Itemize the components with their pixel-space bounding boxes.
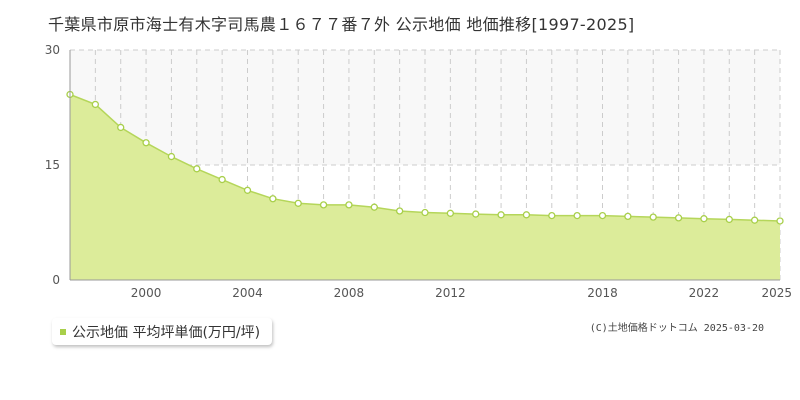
x-tick-2022: 2022 [689,286,720,300]
data-point-2019 [624,212,632,221]
chart-title: 千葉県市原市海士有木字司馬農１６７７番７外 公示地価 地価推移[1997-202… [48,15,635,34]
data-point-2022 [700,215,708,223]
data-point-2006 [294,199,302,207]
data-point-2003 [218,175,226,184]
x-tick-2018: 2018 [587,286,618,300]
data-point-2013 [472,210,480,218]
x-tick-2012: 2012 [435,286,466,300]
data-point-2009 [370,203,378,211]
legend-label: 公示地価 平均坪単価(万円/坪) [72,324,261,341]
data-point-1998 [91,100,100,109]
data-point-2004 [243,186,252,194]
data-point-2018 [598,211,607,220]
data-point-2007 [319,201,328,209]
y-tick-15: 15 [45,158,60,172]
legend-swatch [60,328,66,335]
price-area [70,94,780,280]
data-point-2017 [573,211,581,220]
data-point-2012 [446,209,455,217]
data-point-2021 [674,214,683,222]
y-tick-30: 30 [45,43,60,57]
data-point-2024 [750,216,759,224]
data-point-2011 [421,208,429,217]
data-point-2020 [649,213,657,221]
data-point-1999 [117,123,125,132]
x-tick-2008: 2008 [334,286,365,300]
data-point-2005 [269,195,277,203]
data-point-2001 [167,152,176,161]
data-point-2023 [725,215,733,224]
data-point-2025 [776,217,784,225]
data-point-2014 [497,211,505,219]
copyright-credit: (C)土地価格ドットコム 2025-03-20 [589,323,764,334]
data-point-2008 [345,201,353,209]
legend: 公示地価 平均坪単価(万円/坪) [52,318,273,345]
data-point-2015 [522,211,531,219]
data-point-2010 [395,207,404,215]
data-point-2016 [548,211,556,220]
x-tick-2000: 2000 [131,286,162,300]
y-tick-labels: 0 15 30 [45,43,60,287]
x-tick-labels: 2000 2004 2008 2012 2018 2022 2025 [131,286,792,300]
data-points [66,90,784,225]
y-tick-0: 0 [52,273,60,287]
x-tick-2025: 2025 [761,286,792,300]
data-point-2000 [142,139,150,147]
x-tick-2004: 2004 [232,286,263,300]
data-point-2002 [193,165,201,173]
